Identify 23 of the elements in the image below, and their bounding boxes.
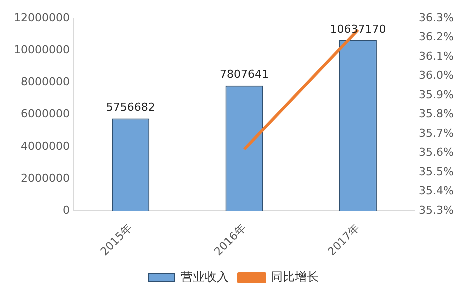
y-tick-label: 6000000 [20, 108, 70, 121]
legend-label: 营业收入 [181, 270, 229, 284]
data-label: 10637170 [330, 22, 386, 36]
y2-tick-label: 36.0% [419, 69, 454, 82]
y-tick-label: 0 [62, 204, 70, 217]
y2-tick-label: 35.3% [419, 204, 454, 217]
data-label: 5756682 [106, 101, 156, 114]
y-tick-label: 12000000 [14, 11, 70, 24]
legend-label: 同比增长 [271, 270, 319, 284]
y-tick-label: 2000000 [20, 172, 70, 185]
y2-tick-label: 35.8% [419, 108, 454, 121]
y2-tick-label: 36.2% [419, 30, 454, 44]
y-tick-label: 10000000 [14, 44, 70, 57]
data-label: 7807641 [220, 68, 270, 82]
y2-tick-label: 35.5% [419, 165, 454, 178]
y2-tick-label: 36.1% [419, 50, 454, 63]
y2-tick-label: 35.9% [419, 88, 454, 102]
y-tick-label: 8000000 [20, 76, 70, 89]
y-tick-label: 4000000 [20, 140, 70, 153]
y2-tick-label: 36.3% [419, 11, 454, 24]
y2-tick-label: 35.4% [419, 184, 454, 198]
y2-tick-label: 35.6% [419, 146, 454, 160]
y2-tick-label: 35.7% [419, 126, 454, 140]
